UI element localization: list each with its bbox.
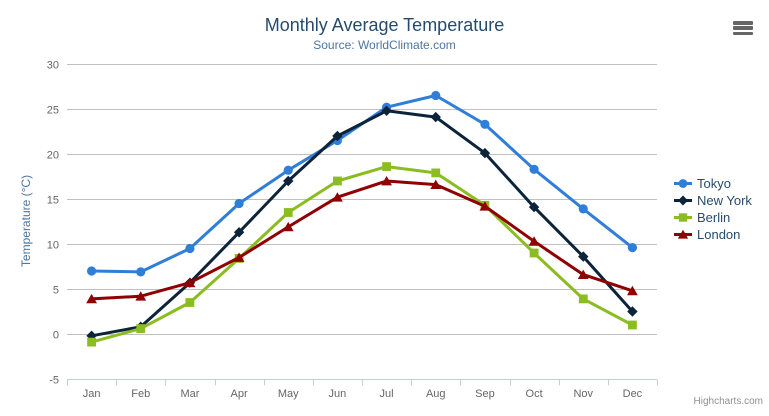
series-london[interactable] <box>86 176 638 304</box>
legend-label: London <box>697 227 741 242</box>
x-axis-label: Dec <box>623 388 643 400</box>
legend-label: New York <box>697 193 752 208</box>
y-axis-label: 5 <box>53 285 59 297</box>
y-axis-label: 25 <box>47 105 59 117</box>
legend-item-london[interactable]: London <box>674 226 752 243</box>
chart-subtitle: Source: WorldClimate.com <box>313 38 456 52</box>
circle-legend-icon <box>674 179 692 188</box>
x-axis-label: Aug <box>426 388 446 400</box>
x-axis-label: Sep <box>475 388 495 400</box>
legend-label: Berlin <box>697 210 731 225</box>
y-axis-label: 15 <box>47 195 59 207</box>
x-axis-label: Feb <box>131 388 150 400</box>
export-menu-button[interactable] <box>732 21 754 37</box>
y-axis-label: -5 <box>49 375 59 387</box>
series-line <box>90 165 634 344</box>
x-axis-label: Oct <box>526 388 543 400</box>
chart-title: Monthly Average Temperature <box>264 15 505 35</box>
legend: Tokyo New York Berlin London <box>674 175 752 243</box>
x-axis-label: Jan <box>83 388 101 400</box>
x-axis-label: Apr <box>231 388 248 400</box>
x-axis-label: Nov <box>573 388 593 400</box>
series-line <box>90 109 634 338</box>
series-new-york[interactable] <box>86 105 638 341</box>
x-axis-label: Mar <box>180 388 199 400</box>
triangle-legend-icon <box>674 229 692 239</box>
series-tokyo[interactable] <box>86 90 638 277</box>
y-axis-label: 20 <box>47 150 59 162</box>
legend-item-new-york[interactable]: New York <box>674 192 752 209</box>
hamburger-icon <box>732 21 754 36</box>
x-axis-label: Jun <box>329 388 347 400</box>
series-line <box>90 179 634 301</box>
legend-item-tokyo[interactable]: Tokyo <box>674 175 752 192</box>
diamond-legend-icon <box>674 195 692 206</box>
x-axis-label: Jul <box>380 388 394 400</box>
y-axis-label: 10 <box>47 240 59 252</box>
y-axis-label: 30 <box>47 60 59 72</box>
legend-label: Tokyo <box>697 176 731 191</box>
legend-item-berlin[interactable]: Berlin <box>674 209 752 226</box>
x-axis-label: May <box>278 388 299 400</box>
square-legend-icon <box>674 213 692 222</box>
y-axis-label: 0 <box>53 330 59 342</box>
credits-link[interactable]: Highcharts.com <box>693 396 763 407</box>
